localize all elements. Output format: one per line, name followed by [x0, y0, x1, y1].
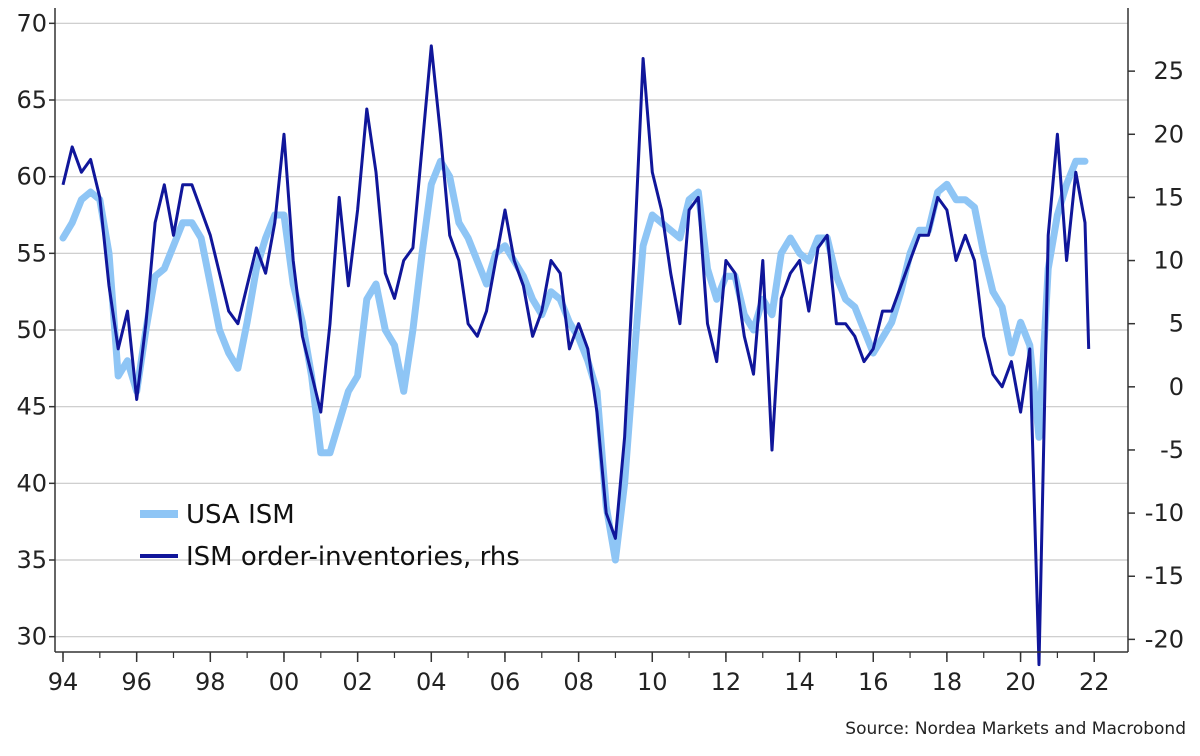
left-tick-label: 55 — [16, 239, 47, 267]
right-tick-label: 5 — [1169, 310, 1184, 338]
x-tick-label: 16 — [858, 668, 889, 696]
left-tick-label: 60 — [16, 163, 47, 191]
legend: USA ISM ISM order-inventories, rhs — [140, 500, 520, 572]
right-tick-label: 10 — [1153, 247, 1184, 275]
x-tick-label: 94 — [48, 668, 79, 696]
right-tick-label: 15 — [1153, 183, 1184, 211]
right-tick-label: -5 — [1160, 436, 1184, 464]
right-tick-label: 20 — [1153, 120, 1184, 148]
x-tick-label: 00 — [269, 668, 300, 696]
right-tick-label: -15 — [1145, 562, 1184, 590]
x-tick-label: 06 — [490, 668, 521, 696]
right-tick-label: -10 — [1145, 499, 1184, 527]
x-tick-label: 18 — [932, 668, 963, 696]
source-note: Source: Nordea Markets and Macrobond — [845, 719, 1186, 739]
x-tick-label: 12 — [711, 668, 742, 696]
x-tick-label: 22 — [1079, 668, 1110, 696]
x-tick-label: 98 — [195, 668, 226, 696]
right-tick-label: -20 — [1145, 625, 1184, 653]
x-tick-label: 08 — [563, 668, 594, 696]
right-axis-ticks: -20 -15 -10 -5 0 5 10 15 20 25 — [1128, 57, 1184, 653]
left-tick-label: 35 — [16, 546, 47, 574]
x-tick-label: 04 — [416, 668, 447, 696]
series-line-usa-ism — [59, 157, 1089, 564]
x-tick-label: 02 — [342, 668, 373, 696]
series-line-order-inventories — [61, 44, 1091, 667]
left-tick-label: 30 — [16, 623, 47, 651]
left-tick-label: 65 — [16, 86, 47, 114]
x-axis-ticks: 94 96 98 00 02 04 06 08 10 12 14 16 18 20 22 — [48, 652, 1110, 696]
legend-label-order-inventories: ISM order-inventories, rhs — [186, 542, 520, 572]
left-tick-label: 45 — [16, 393, 47, 421]
x-tick-label: 96 — [121, 668, 152, 696]
left-axis-ticks: 30 35 40 45 50 55 60 65 70 — [16, 9, 55, 651]
right-tick-label: 0 — [1169, 373, 1184, 401]
left-tick-label: 70 — [16, 9, 47, 37]
legend-label-usa-ism: USA ISM — [186, 500, 295, 530]
left-tick-label: 50 — [16, 316, 47, 344]
left-tick-label: 40 — [16, 469, 47, 497]
x-tick-label: 14 — [784, 668, 815, 696]
series-layer — [59, 44, 1091, 667]
grid-lines — [55, 22, 1128, 638]
x-tick-label: 20 — [1005, 668, 1036, 696]
right-tick-label: 25 — [1153, 57, 1184, 85]
x-tick-label: 10 — [637, 668, 668, 696]
